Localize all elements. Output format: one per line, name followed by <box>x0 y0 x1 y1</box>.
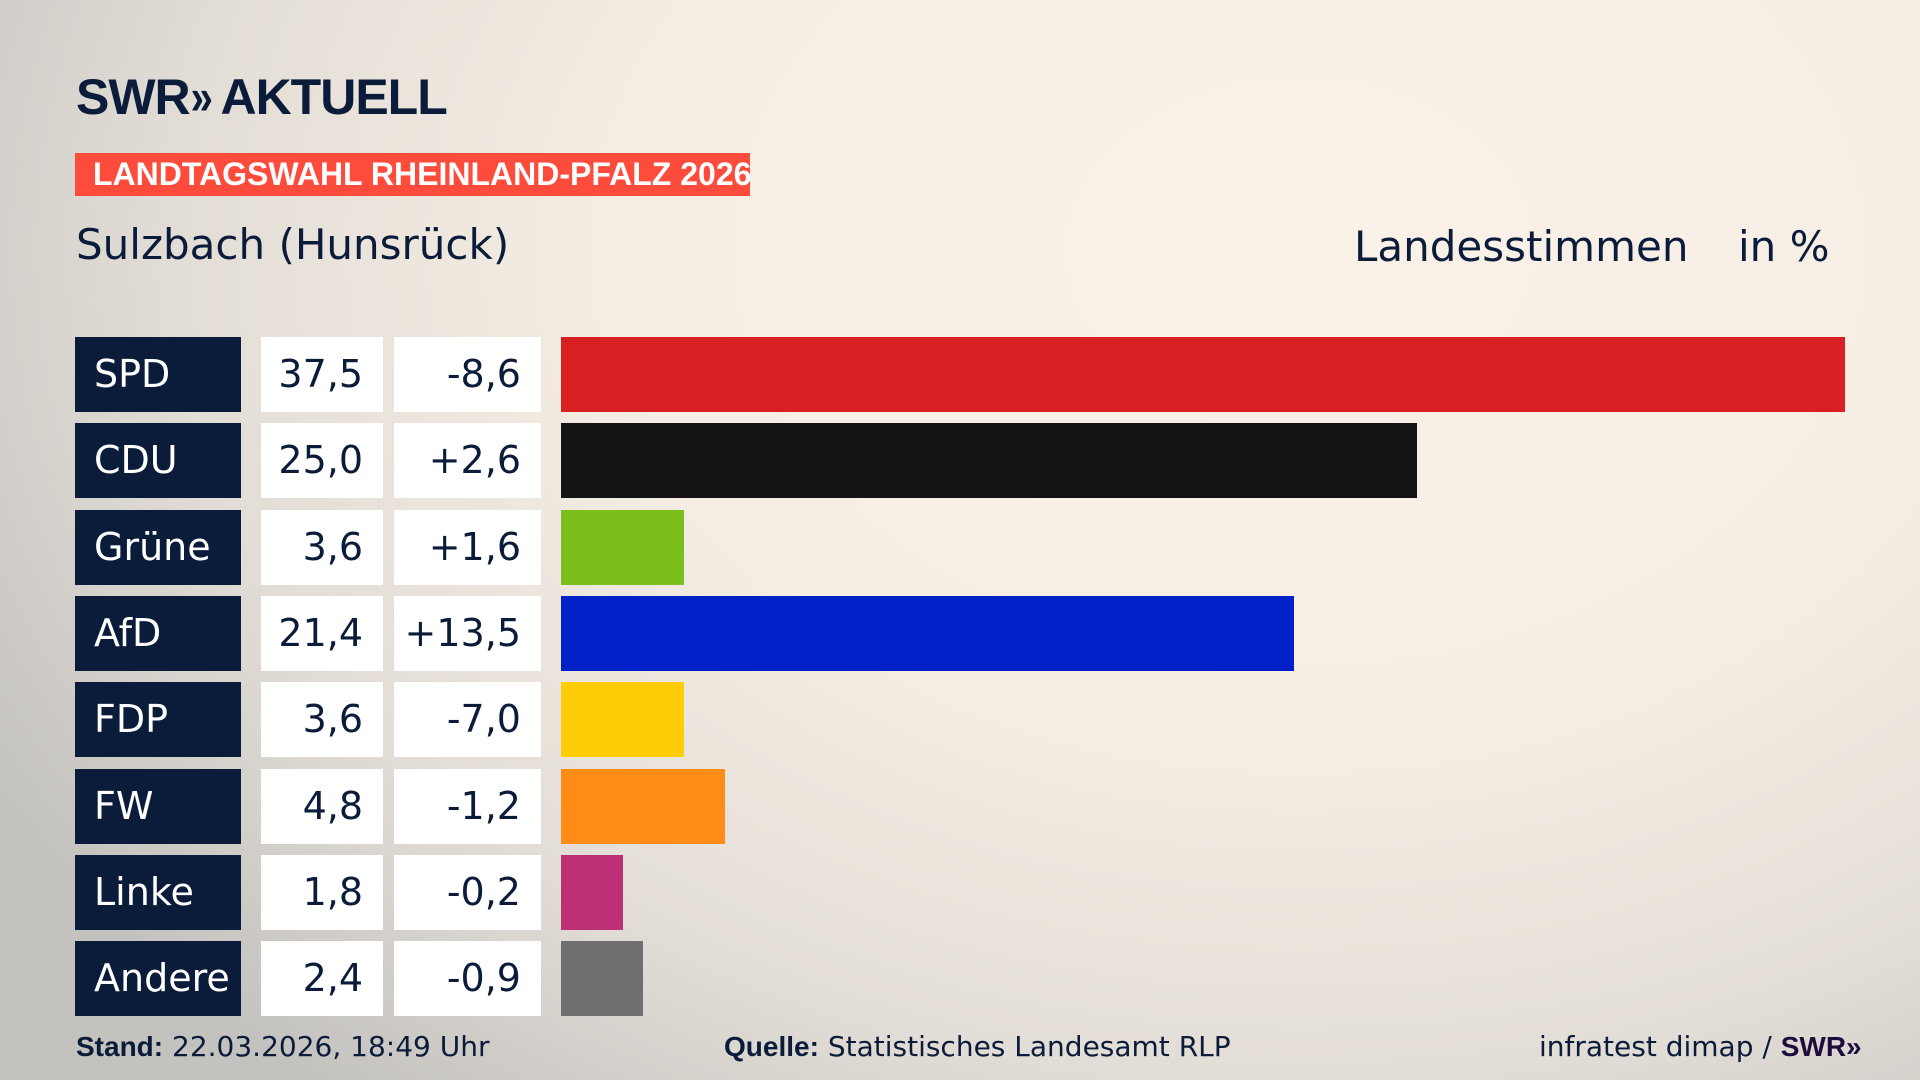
bar-spd <box>561 337 1845 412</box>
vote-share-label: 1,8 <box>261 854 383 930</box>
party-label: CDU <box>75 423 241 499</box>
change-label: -7,0 <box>394 682 541 758</box>
change-label: -0,9 <box>394 941 541 1017</box>
vote-share-label: 37,5 <box>261 337 383 412</box>
party-label: Andere <box>75 941 241 1017</box>
bar-afd <box>561 595 1294 671</box>
timestamp: Stand: 22.03.2026, 18:49 Uhr <box>76 1030 490 1063</box>
vote-share-label: 25,0 <box>261 423 383 499</box>
change-label: +1,6 <box>394 509 541 585</box>
bar-linke <box>561 854 623 930</box>
vote-share-label: 2,4 <box>261 941 383 1017</box>
measure-label: Landesstimmen <box>1354 222 1689 271</box>
unit-label: in % <box>1738 222 1830 271</box>
change-label: -1,2 <box>394 768 541 844</box>
change-label: -0,2 <box>394 854 541 930</box>
party-label: FDP <box>75 682 241 758</box>
party-label: SPD <box>75 337 241 412</box>
bar-grüne <box>561 509 685 585</box>
election-banner: LANDTAGSWAHL RHEINLAND-PFALZ 2026 <box>75 153 751 196</box>
swr-aktuell-logo: SWR» AKTUELL <box>76 69 448 125</box>
change-label: +13,5 <box>394 595 541 671</box>
bar-fdp <box>561 682 685 758</box>
party-label: Grüne <box>75 509 241 585</box>
region-title: Sulzbach (Hunsrück) <box>76 220 510 269</box>
party-label: Linke <box>75 854 241 930</box>
source: Quelle: Statistisches Landesamt RLP <box>724 1030 1231 1063</box>
vote-share-label: 4,8 <box>261 768 383 844</box>
party-label: AfD <box>75 595 241 671</box>
credit: infratest dimap / SWR» <box>1539 1030 1862 1063</box>
change-label: +2,6 <box>394 423 541 499</box>
bar-fw <box>561 768 726 844</box>
vote-share-label: 21,4 <box>261 595 383 671</box>
vote-share-label: 3,6 <box>261 682 383 758</box>
vote-share-label: 3,6 <box>261 509 383 585</box>
change-label: -8,6 <box>394 337 541 412</box>
bar-andere <box>561 941 644 1017</box>
bar-cdu <box>561 423 1417 499</box>
party-label: FW <box>75 768 241 844</box>
